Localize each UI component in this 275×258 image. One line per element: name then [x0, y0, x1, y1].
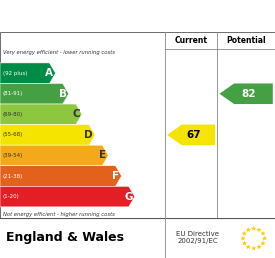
- Polygon shape: [251, 246, 256, 250]
- Text: Current: Current: [175, 36, 208, 45]
- Text: Very energy efficient - lower running costs: Very energy efficient - lower running co…: [3, 50, 115, 55]
- Text: A: A: [45, 68, 53, 78]
- Text: (69-80): (69-80): [3, 112, 23, 117]
- Text: (21-38): (21-38): [3, 174, 23, 179]
- Text: 82: 82: [241, 89, 255, 99]
- Polygon shape: [260, 241, 266, 245]
- Polygon shape: [246, 227, 251, 232]
- Text: (81-91): (81-91): [3, 91, 23, 96]
- Text: G: G: [124, 192, 133, 201]
- Text: (92 plus): (92 plus): [3, 71, 27, 76]
- Polygon shape: [0, 104, 82, 125]
- Text: F: F: [112, 171, 119, 181]
- Text: Energy Efficiency Rating: Energy Efficiency Rating: [6, 10, 189, 23]
- Polygon shape: [219, 84, 273, 104]
- Polygon shape: [251, 226, 256, 231]
- Polygon shape: [246, 244, 251, 249]
- Polygon shape: [240, 236, 246, 240]
- Text: (39-54): (39-54): [3, 153, 23, 158]
- Polygon shape: [0, 145, 108, 166]
- Polygon shape: [0, 166, 122, 186]
- Text: Not energy efficient - higher running costs: Not energy efficient - higher running co…: [3, 212, 115, 217]
- Text: D: D: [84, 130, 93, 140]
- Text: C: C: [72, 109, 80, 119]
- Polygon shape: [0, 84, 69, 104]
- Text: (1-20): (1-20): [3, 194, 20, 199]
- Polygon shape: [256, 227, 262, 232]
- Text: E: E: [99, 150, 106, 160]
- Text: Potential: Potential: [226, 36, 266, 45]
- Polygon shape: [260, 231, 266, 236]
- Polygon shape: [0, 63, 56, 84]
- Polygon shape: [256, 244, 262, 249]
- Polygon shape: [0, 186, 135, 207]
- Text: England & Wales: England & Wales: [6, 231, 123, 244]
- Text: 67: 67: [186, 130, 201, 140]
- Polygon shape: [167, 125, 215, 145]
- Polygon shape: [242, 241, 247, 245]
- Polygon shape: [0, 125, 95, 145]
- Polygon shape: [242, 231, 247, 236]
- Text: (55-68): (55-68): [3, 132, 23, 137]
- Text: EU Directive
2002/91/EC: EU Directive 2002/91/EC: [176, 231, 219, 244]
- Text: B: B: [59, 89, 67, 99]
- Polygon shape: [262, 236, 267, 240]
